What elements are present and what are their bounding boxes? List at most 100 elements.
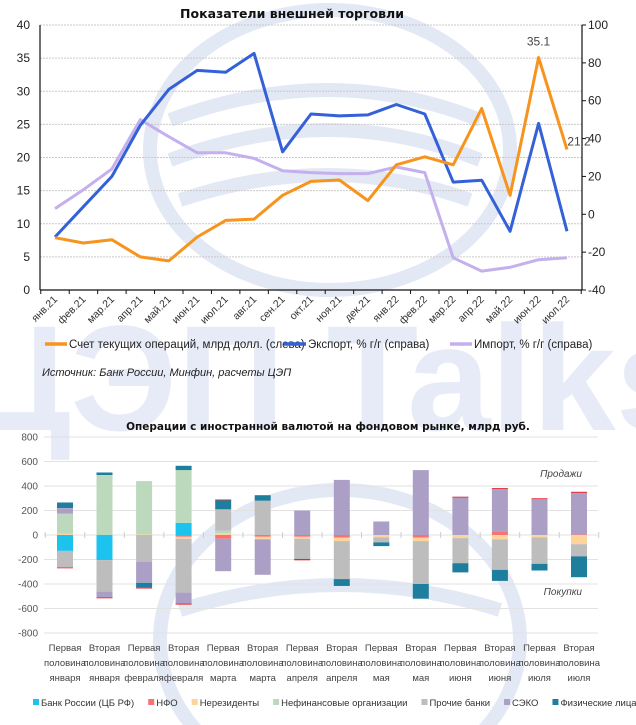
bar-segment-6 (491, 569, 508, 581)
data-label: 21.2 (567, 135, 591, 149)
x-tick-label: Вторая (168, 643, 199, 654)
x-tick-label: Первая (207, 643, 240, 654)
bar-segment-7 (96, 597, 113, 599)
bar-segment-2 (175, 536, 192, 539)
data-labels: 35.1 21.2 (527, 34, 591, 148)
x-tick-label: Первая (365, 643, 398, 654)
x-tick-label: половина (84, 658, 127, 669)
bar-segment-2 (57, 533, 73, 535)
x-tick-label: апреля (326, 673, 357, 684)
bar-segment-7 (531, 498, 548, 500)
x-tick-label: половина (44, 658, 87, 669)
legend-label: НФО (156, 698, 177, 709)
bar-segment-0 (57, 535, 73, 551)
bar-segment-2 (215, 533, 232, 535)
bar-segment-4 (373, 537, 390, 543)
legend-label: Счет текущих операций, млрд долл. (слева… (69, 339, 305, 351)
y-tick-label: 200 (21, 506, 38, 517)
chart-title: Операции с иностранной валютой на фондов… (126, 421, 530, 433)
bar-segment-6 (57, 502, 73, 508)
x-tick-label: половина (163, 658, 206, 669)
x-tick-label: Первая (286, 643, 319, 654)
right-tick-label: 20 (588, 169, 602, 183)
bar-segment-1 (215, 535, 232, 539)
y-tick-label: 800 (21, 433, 38, 444)
bar-segment-2 (571, 535, 587, 545)
x-tick-label: Вторая (247, 643, 278, 654)
left-tick-label: 5 (23, 250, 30, 264)
x-tick-label: Первая (444, 643, 477, 654)
bar-segment-6 (531, 563, 548, 571)
bar-segment-1 (333, 535, 350, 538)
bar-segment-2 (254, 536, 271, 540)
bar-segment-1 (254, 535, 271, 537)
bar-segment-6 (412, 584, 429, 599)
legend-label: Физические лица (560, 698, 636, 709)
left-tick-label: 30 (17, 84, 31, 98)
y-tick-label: 0 (32, 531, 38, 542)
bar-segment-6 (373, 542, 390, 547)
bar-segment-1 (175, 535, 192, 537)
x-tick-label: половина (242, 658, 285, 669)
bar-segment-5 (175, 592, 192, 604)
x-tick-label: половина (321, 658, 364, 669)
x-tick-label: февраля (124, 673, 163, 684)
bar-segment-2 (136, 534, 153, 536)
bar-segment-5 (57, 508, 73, 514)
x-tick-label: января (50, 673, 81, 684)
legend-swatch (273, 699, 280, 705)
legend-label: Банк России (ЦБ РФ) (41, 698, 134, 709)
legend: Счет текущих операций, млрд долл. (слева… (45, 339, 592, 351)
bar-segment-1 (294, 535, 311, 537)
bar-segment-4 (215, 509, 232, 531)
bar-segment-7 (175, 603, 192, 605)
bar-segment-4 (175, 538, 192, 593)
legend-swatch (552, 699, 559, 705)
x-tick-label: половина (281, 658, 324, 669)
bar-segment-6 (452, 563, 469, 573)
right-tick-label: -20 (588, 245, 606, 259)
x-tick-label: Первая (49, 643, 82, 654)
legend-label: Нефинансовые организации (281, 698, 407, 709)
bar-segment-2 (452, 535, 469, 539)
bar-segment-4 (254, 500, 271, 535)
bar-segment-5 (254, 539, 271, 575)
series-line-2 (54, 118, 568, 273)
right-tick-label: 80 (588, 56, 602, 70)
bar-segment-1 (491, 531, 508, 535)
y-tick-label: 400 (21, 482, 38, 493)
x-tick-label: половина (479, 658, 522, 669)
left-tick-label: 10 (17, 217, 31, 231)
bar-segment-6 (136, 582, 153, 588)
bar-segment-7 (491, 488, 508, 489)
bar-segment-7 (333, 585, 350, 586)
data-label: 35.1 (527, 34, 551, 48)
bar-segment-6 (571, 556, 587, 578)
bar-segment-0 (96, 535, 113, 561)
x-tick-label: июня (449, 673, 472, 684)
bar-segment-7 (215, 499, 232, 501)
legend-label: Импорт, % г/г (справа) (474, 339, 592, 351)
bar-segment-1 (571, 534, 587, 536)
trade-indicators-chart: Показатели внешней торговли 0 5 10 15 20 25 30… (17, 6, 609, 379)
left-tick-label: 0 (23, 283, 30, 297)
bar-segment-2 (333, 537, 350, 542)
legend-swatch (191, 699, 198, 705)
legend-swatch (421, 699, 428, 705)
source-note: Источник: Банк России, Минфин, расчеты Ц… (42, 367, 291, 379)
bar-segment-1 (412, 535, 429, 538)
bar-segment-5 (136, 562, 153, 583)
bar-segment-2 (491, 535, 508, 540)
bar-segment-6 (333, 579, 350, 586)
x-tick-label: июня (489, 673, 512, 684)
x-tick-label: марта (210, 673, 237, 684)
bar-segment-6 (215, 500, 232, 510)
left-tick-label: 15 (17, 184, 31, 198)
bar-segment-3 (96, 475, 113, 535)
bar-segment-3 (175, 470, 192, 523)
legend-swatch (148, 699, 155, 705)
bar-segment-3 (136, 481, 153, 535)
x-tick-label: половина (439, 658, 482, 669)
right-tick-label: 0 (588, 207, 595, 221)
x-tick-label: Вторая (89, 643, 120, 654)
